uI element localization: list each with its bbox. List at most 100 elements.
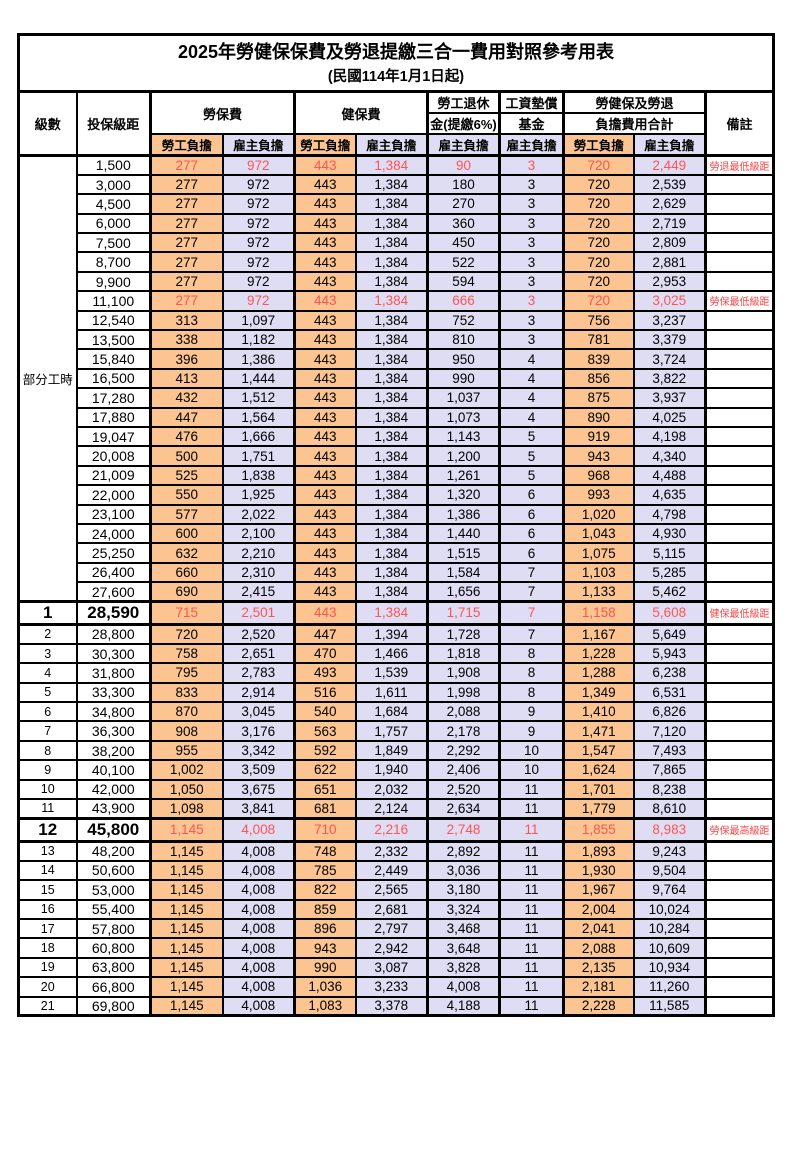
value-cell: 1,145 bbox=[149, 879, 224, 901]
bracket-cell: 20,008 bbox=[75, 445, 152, 467]
value-cell: 413 bbox=[149, 367, 224, 390]
table-row: 17 57,800 1,145 4,008 896 2,797 3,468 11 2,041 10… bbox=[17, 917, 775, 940]
value-cell: 955 bbox=[149, 739, 224, 762]
value-cell: 516 bbox=[293, 681, 357, 704]
bracket-cell: 19,047 bbox=[75, 425, 152, 448]
level-cell: 7 bbox=[17, 720, 78, 742]
value-cell: 3,675 bbox=[221, 778, 296, 801]
table-row: 22,000 550 1,925 443 1,384 1,320 6 993 4,635 bbox=[19, 484, 775, 506]
note-cell bbox=[704, 503, 775, 525]
value-cell: 822 bbox=[293, 879, 357, 901]
bracket-cell: 8,700 bbox=[75, 251, 152, 273]
value-cell: 856 bbox=[562, 367, 635, 390]
bracket-cell: 34,800 bbox=[75, 701, 152, 723]
note-cell bbox=[704, 212, 775, 235]
bracket-cell: 28,590 bbox=[75, 599, 152, 626]
value-cell: 2,406 bbox=[426, 759, 501, 781]
subheader-wage-fund-employer: 雇主負擔 bbox=[498, 133, 565, 157]
note-cell bbox=[704, 778, 775, 801]
value-cell: 11 bbox=[498, 917, 565, 940]
bracket-cell: 66,800 bbox=[75, 976, 152, 998]
level-cell: 16 bbox=[17, 898, 78, 920]
value-cell: 1,384 bbox=[354, 193, 429, 215]
bracket-cell: 25,250 bbox=[75, 542, 152, 564]
value-cell: 4,198 bbox=[632, 425, 707, 448]
value-cell: 4,008 bbox=[221, 976, 296, 998]
part-time-label-cell: 部分工時 bbox=[17, 154, 78, 603]
value-cell: 720 bbox=[149, 623, 224, 645]
value-cell: 6 bbox=[498, 503, 565, 525]
note-cell bbox=[704, 348, 775, 370]
value-cell: 2,041 bbox=[562, 917, 635, 940]
value-cell: 2,100 bbox=[221, 522, 296, 545]
header-row-1: 級數 投保級距 勞保費 健保費 勞工退休 工資墊償 勞健保及勞退 備註 bbox=[17, 90, 775, 157]
value-cell: 972 bbox=[221, 270, 296, 293]
value-cell: 1,471 bbox=[562, 720, 635, 742]
table-row: 4,500 277 972 443 1,384 270 3 720 2,629 bbox=[19, 193, 775, 215]
value-cell: 1,624 bbox=[562, 759, 635, 781]
value-cell: 277 bbox=[149, 153, 224, 176]
note-cell bbox=[704, 898, 775, 920]
value-cell: 10,934 bbox=[632, 956, 707, 979]
level-cell: 5 bbox=[17, 681, 78, 704]
value-cell: 450 bbox=[426, 232, 501, 254]
bracket-cell: 33,300 bbox=[75, 681, 152, 704]
value-cell: 2,748 bbox=[426, 816, 501, 843]
value-cell: 752 bbox=[426, 309, 501, 332]
note-cell bbox=[704, 484, 775, 506]
value-cell: 2,520 bbox=[426, 778, 501, 801]
value-cell: 810 bbox=[426, 328, 501, 351]
bracket-cell: 45,800 bbox=[75, 816, 152, 843]
note-cell bbox=[704, 406, 775, 428]
value-cell: 3 bbox=[498, 328, 565, 351]
value-cell: 443 bbox=[293, 445, 357, 467]
value-cell: 2,629 bbox=[632, 193, 707, 215]
note-cell bbox=[704, 739, 775, 762]
value-cell: 4,008 bbox=[221, 840, 296, 862]
note-cell bbox=[704, 367, 775, 390]
value-cell: 2,332 bbox=[354, 840, 429, 862]
value-cell: 1,002 bbox=[149, 759, 224, 781]
value-cell: 1,684 bbox=[354, 701, 429, 723]
note-cell bbox=[704, 328, 775, 351]
value-cell: 972 bbox=[221, 193, 296, 215]
value-cell: 1,751 bbox=[221, 445, 296, 467]
value-cell: 1,097 bbox=[221, 309, 296, 332]
value-cell: 666 bbox=[426, 290, 501, 312]
bracket-cell: 12,540 bbox=[75, 309, 152, 332]
value-cell: 443 bbox=[293, 153, 357, 176]
value-cell: 2,032 bbox=[354, 778, 429, 801]
bracket-cell: 26,400 bbox=[75, 561, 152, 584]
value-cell: 1,394 bbox=[354, 623, 429, 645]
value-cell: 6,531 bbox=[632, 681, 707, 704]
value-cell: 1,384 bbox=[354, 232, 429, 254]
value-cell: 4,340 bbox=[632, 445, 707, 467]
level-cell: 11 bbox=[17, 797, 78, 820]
value-cell: 1,037 bbox=[426, 387, 501, 409]
value-cell: 1,103 bbox=[562, 561, 635, 584]
level-cell: 14 bbox=[17, 859, 78, 882]
value-cell: 972 bbox=[221, 290, 296, 312]
bracket-cell: 53,000 bbox=[75, 879, 152, 901]
value-cell: 7 bbox=[498, 581, 565, 603]
level-cell: 6 bbox=[17, 701, 78, 723]
value-cell: 3,468 bbox=[426, 917, 501, 940]
value-cell: 1,133 bbox=[562, 581, 635, 603]
value-cell: 972 bbox=[221, 251, 296, 273]
col-header-level: 級數 bbox=[17, 90, 78, 157]
note-cell bbox=[704, 232, 775, 254]
value-cell: 443 bbox=[293, 367, 357, 390]
table-row: 20 66,800 1,145 4,008 1,036 3,233 4,008 11 2,181… bbox=[17, 976, 775, 998]
value-cell: 859 bbox=[293, 898, 357, 920]
value-cell: 720 bbox=[562, 212, 635, 235]
value-cell: 5,608 bbox=[632, 599, 707, 626]
value-cell: 1,925 bbox=[221, 484, 296, 506]
table-row: 8 38,200 955 3,342 592 1,849 2,292 10 1,547 7,493 bbox=[17, 739, 775, 762]
col-header-pension-line1: 勞工退休 bbox=[426, 90, 501, 114]
value-cell: 443 bbox=[293, 193, 357, 215]
value-cell: 2,914 bbox=[221, 681, 296, 704]
value-cell: 3,176 bbox=[221, 720, 296, 742]
bracket-cell: 30,300 bbox=[75, 642, 152, 665]
value-cell: 3,379 bbox=[632, 328, 707, 351]
value-cell: 1,384 bbox=[354, 406, 429, 428]
